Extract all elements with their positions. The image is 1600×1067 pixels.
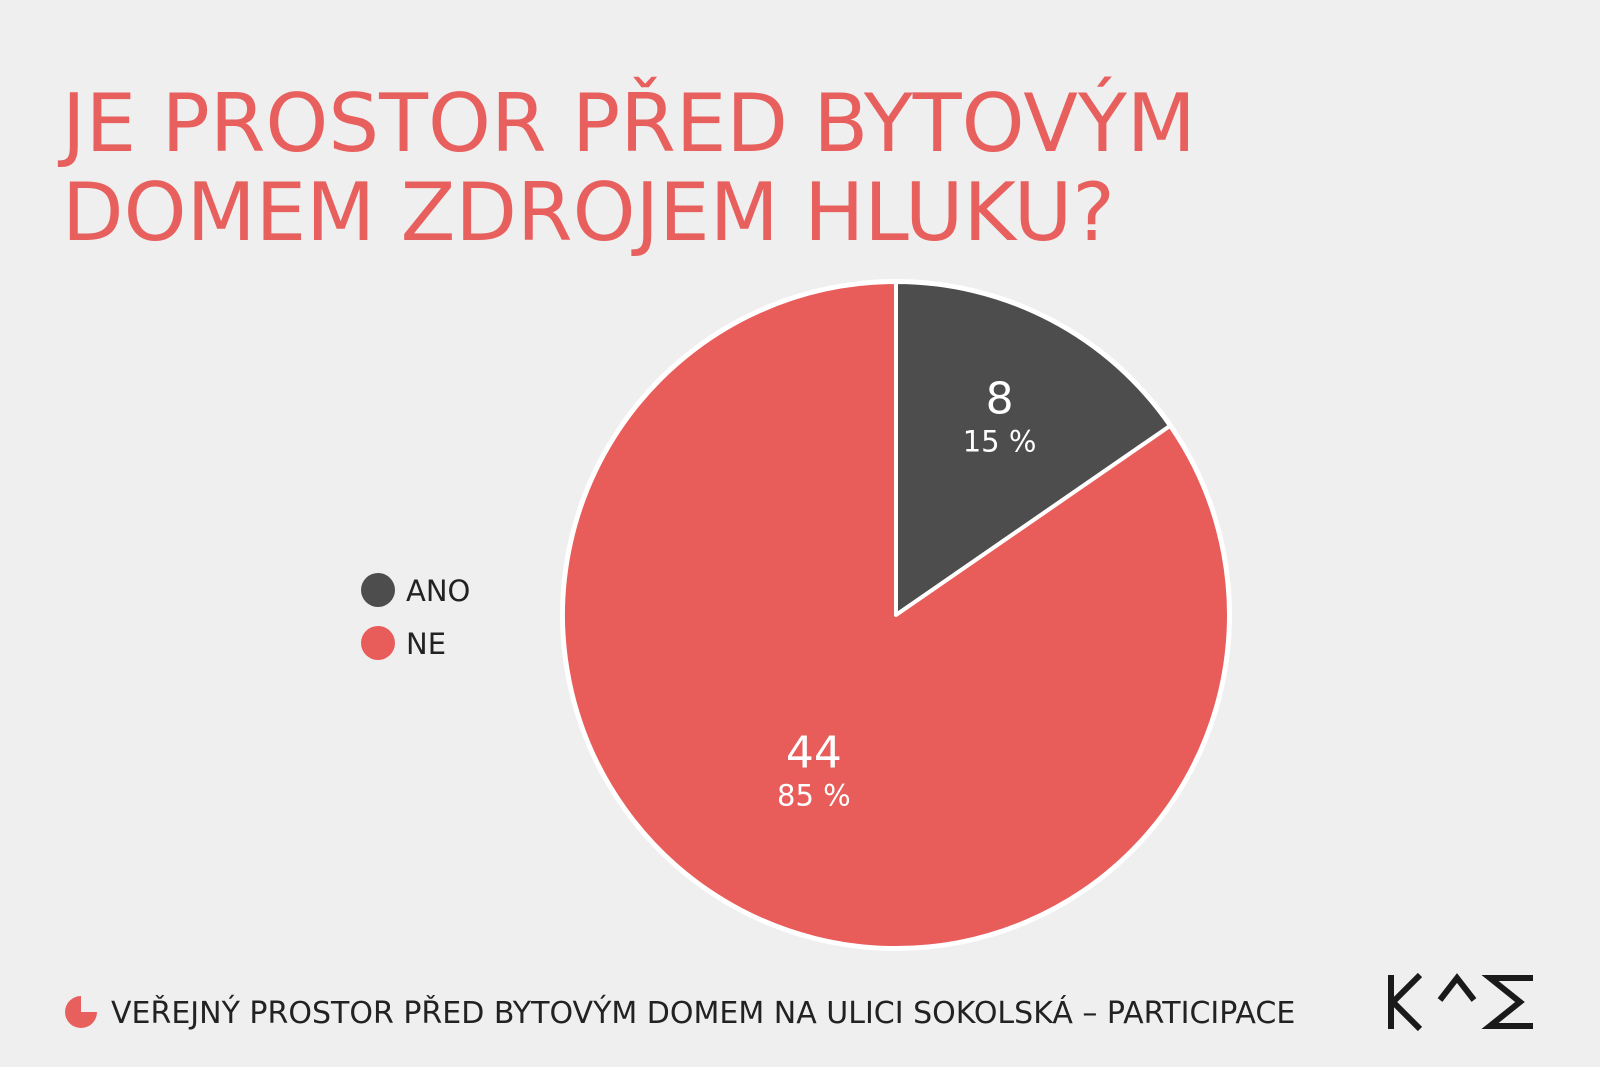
legend-swatch <box>361 626 395 660</box>
slice-value-label: 8 <box>986 374 1014 425</box>
pie-slice <box>894 280 1173 617</box>
logo <box>1388 972 1533 1032</box>
slice-value-label: 44 <box>786 728 842 779</box>
footer: VEŘEJNÝ PROSTOR PŘED BYTOVÝM DOMEM NA UL… <box>111 995 1295 1031</box>
logo-k <box>1388 972 1423 1032</box>
slice-percent-label: 15 % <box>963 425 1037 459</box>
chart-title: DOMEM ZDROJEM HLUKU? <box>62 166 1115 259</box>
logo-m <box>1481 975 1533 1029</box>
pie-slice <box>561 280 1231 950</box>
legend-swatch <box>361 573 395 607</box>
footer-icon <box>65 996 97 1028</box>
logo-a <box>1437 973 1477 1002</box>
legend-label: ANO <box>406 574 470 608</box>
chart-title: JE PROSTOR PŘED BYTOVÝM <box>57 76 1196 170</box>
legend-label: NE <box>406 627 446 661</box>
slice-percent-label: 85 % <box>777 779 851 813</box>
